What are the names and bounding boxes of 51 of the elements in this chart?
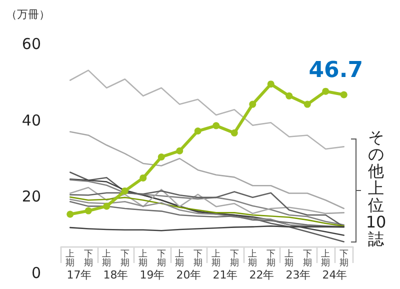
- annotation: 22年: [249, 268, 274, 282]
- x-tick-label: 下期: [302, 250, 312, 268]
- line-series: [69, 131, 345, 210]
- x-tick-label: 下期: [120, 250, 130, 268]
- point: [230, 129, 238, 136]
- data-label: 46.7: [308, 58, 364, 83]
- point: [304, 100, 311, 108]
- annotation: 23年: [286, 268, 311, 282]
- point: [212, 122, 220, 130]
- point: [249, 100, 256, 108]
- x-tick-label: 下期: [230, 250, 239, 268]
- x-tick-label: 上期: [284, 248, 294, 268]
- point: [103, 202, 110, 210]
- x-tick-label: 下期: [156, 250, 166, 268]
- x-tick-label: 下期: [266, 250, 276, 268]
- x-tick-label: 上期: [248, 248, 258, 268]
- line-series: [69, 186, 345, 214]
- y-tick-label: 60: [22, 35, 41, 53]
- line-series: [69, 178, 345, 236]
- point: [121, 187, 128, 194]
- point: [340, 91, 348, 98]
- x-tick-label: 上期: [102, 248, 112, 268]
- x-tick-label: 下期: [339, 250, 348, 268]
- annotation: 20年: [176, 268, 202, 282]
- y-tick-label: 40: [22, 111, 41, 130]
- annotation: 21年: [212, 268, 238, 282]
- x-tick-label: 上期: [212, 248, 221, 268]
- x-tick-label: 上期: [175, 248, 184, 268]
- x-tick-label: 上期: [138, 248, 148, 268]
- point: [322, 88, 330, 95]
- point: [194, 128, 202, 135]
- y-tick-label: 0: [31, 264, 41, 282]
- x-tick-label: 下期: [193, 250, 202, 268]
- point: [286, 92, 293, 100]
- x-tick-label: 下期: [84, 250, 93, 268]
- line-series: [69, 179, 345, 226]
- annotation: 19年: [140, 268, 165, 282]
- y-axis-title: （万冊）: [6, 8, 50, 21]
- annotation: 17年: [66, 268, 92, 282]
- text: その他上位10誌: [366, 128, 386, 248]
- point: [176, 147, 184, 154]
- y-tick-label: 20: [22, 188, 41, 206]
- point: [84, 207, 92, 214]
- annotation: 18年: [103, 268, 128, 282]
- point: [267, 80, 274, 88]
- annotation: 24年: [322, 268, 348, 282]
- x-tick-label: 上期: [66, 248, 75, 268]
- point: [66, 210, 74, 218]
- x-tick-label: 上期: [321, 248, 330, 268]
- point: [158, 153, 165, 160]
- point: [140, 174, 147, 182]
